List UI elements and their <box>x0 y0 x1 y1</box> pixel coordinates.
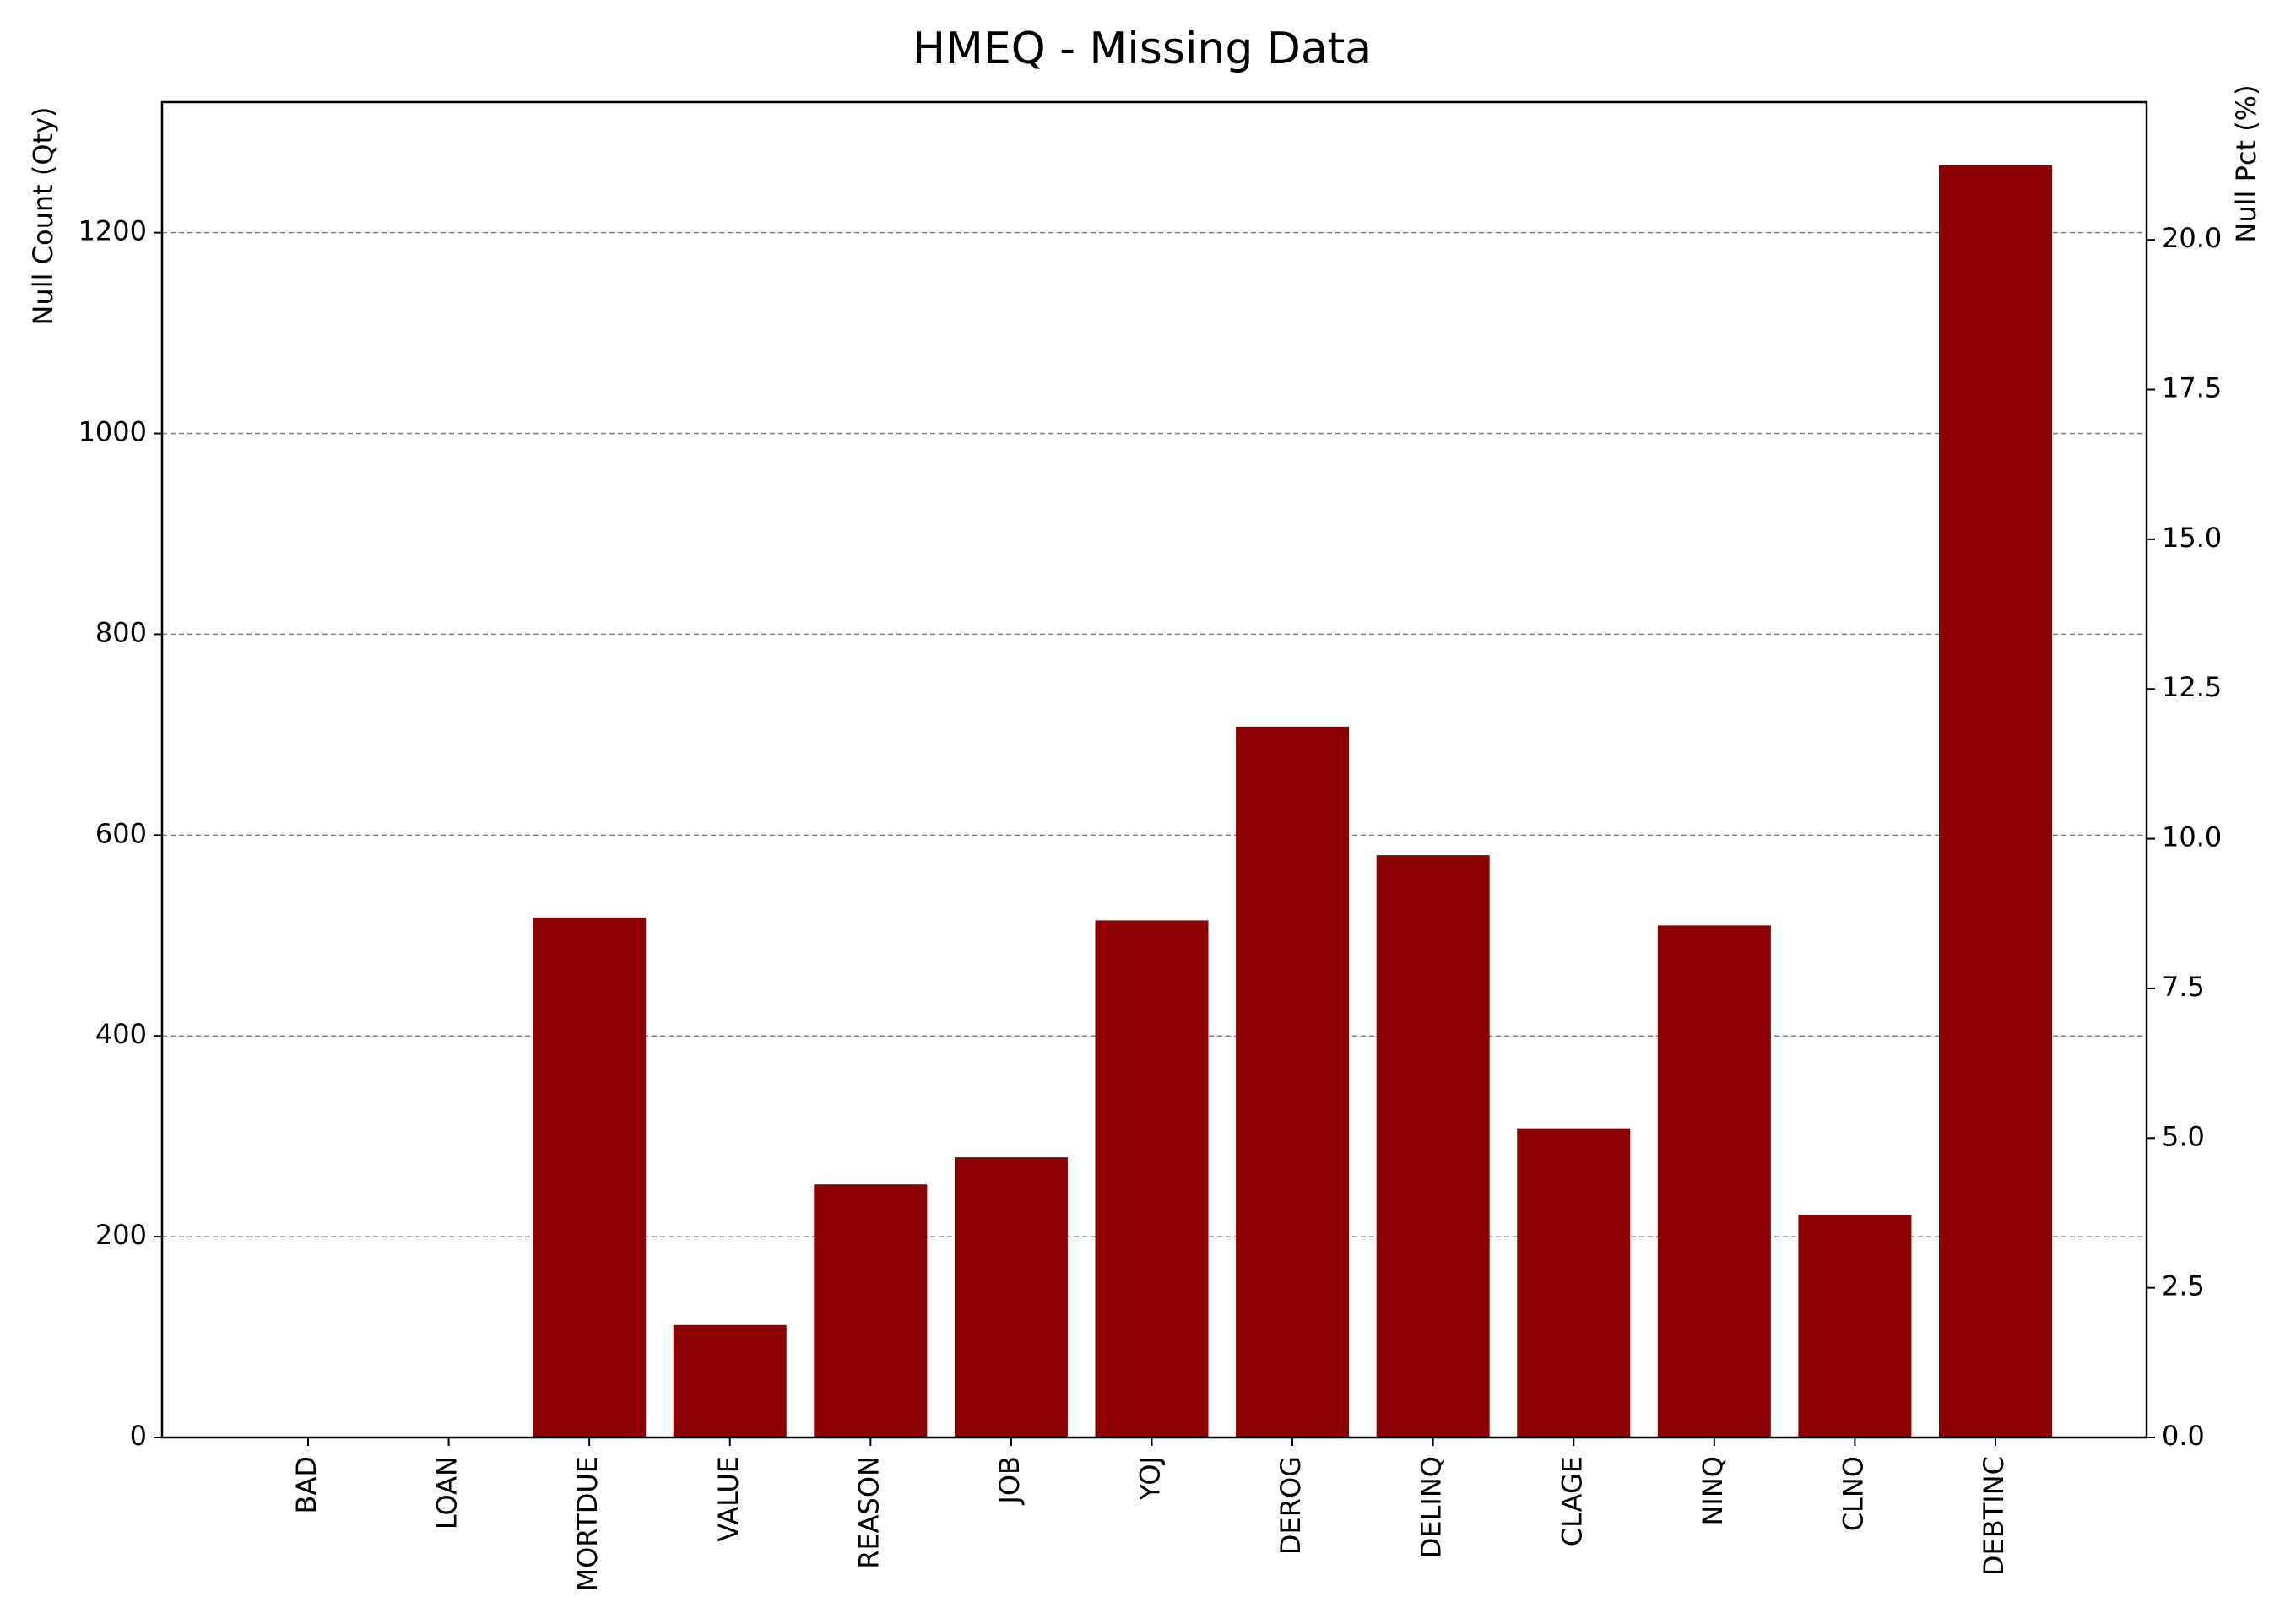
y-tick-label: 1000 <box>79 416 147 448</box>
y-axis-left-label: Null Count (Qty) <box>27 106 59 325</box>
bar <box>1798 1214 1912 1437</box>
y-tick-right-label: 17.5 <box>2162 372 2222 404</box>
y-tick-label: 0 <box>130 1420 147 1452</box>
y-tick-label: 600 <box>95 817 147 849</box>
bar <box>533 917 647 1437</box>
x-axis: BAD LOAN MORTDUE VALUE REASON JOB YOJ DEROG DELI… <box>290 1437 2010 1592</box>
x-tick-label: YOJ <box>1134 1456 1167 1501</box>
bar <box>1657 925 1771 1437</box>
bar <box>673 1324 787 1437</box>
plot-frame <box>160 100 2148 1439</box>
y-tick-right-label: 20.0 <box>2162 222 2222 254</box>
x-tick-label: LOAN <box>431 1456 463 1529</box>
x-tick-label: JOB <box>994 1456 1026 1506</box>
y-tick-label: 400 <box>95 1018 147 1050</box>
x-tick-label: NINQ <box>1697 1456 1729 1526</box>
y-axis-right-label: Null Pct (%) <box>2230 84 2262 242</box>
x-tick-label: CLAGE <box>1556 1456 1588 1546</box>
bar <box>1236 726 1350 1437</box>
x-tick-label: MORTDUE <box>571 1456 604 1592</box>
y-tick-label: 800 <box>95 616 147 648</box>
y-tick-label: 200 <box>95 1219 147 1251</box>
y-axis-right: 0.0 2.5 5.0 7.5 10.0 12.5 15.0 17.5 20.0 <box>2147 222 2222 1452</box>
bar <box>954 1157 1068 1437</box>
bar <box>1939 165 2052 1437</box>
x-tick-label: BAD <box>290 1456 322 1513</box>
bar <box>1376 855 1490 1437</box>
y-axis-left: 0 200 400 600 800 1000 1200 <box>79 215 162 1452</box>
y-tick-right-label: 15.0 <box>2162 522 2222 554</box>
y-tick-right-label: 2.5 <box>2162 1270 2205 1302</box>
x-tick-label: DEROG <box>1275 1456 1307 1555</box>
bar <box>1517 1128 1631 1437</box>
axes <box>160 100 2148 1439</box>
x-tick-label: DEBTINC <box>1978 1456 2010 1576</box>
y-tick-right-label: 7.5 <box>2162 971 2205 1003</box>
chart-title: HMEQ - Missing Data <box>912 24 1372 74</box>
y-tick-right-label: 10.0 <box>2162 821 2222 853</box>
x-tick-label: DELINQ <box>1416 1456 1448 1558</box>
x-tick-label: VALUE <box>712 1456 745 1542</box>
y-tick-right-label: 12.5 <box>2162 671 2222 703</box>
x-tick-label: CLNO <box>1837 1456 1869 1531</box>
bar <box>1095 920 1209 1437</box>
y-tick-right-label: 0.0 <box>2162 1420 2205 1452</box>
bar <box>814 1184 928 1437</box>
bars <box>533 165 2052 1437</box>
x-tick-label: REASON <box>853 1456 885 1569</box>
y-tick-right-label: 5.0 <box>2162 1120 2205 1152</box>
y-tick-label: 1200 <box>79 215 147 247</box>
